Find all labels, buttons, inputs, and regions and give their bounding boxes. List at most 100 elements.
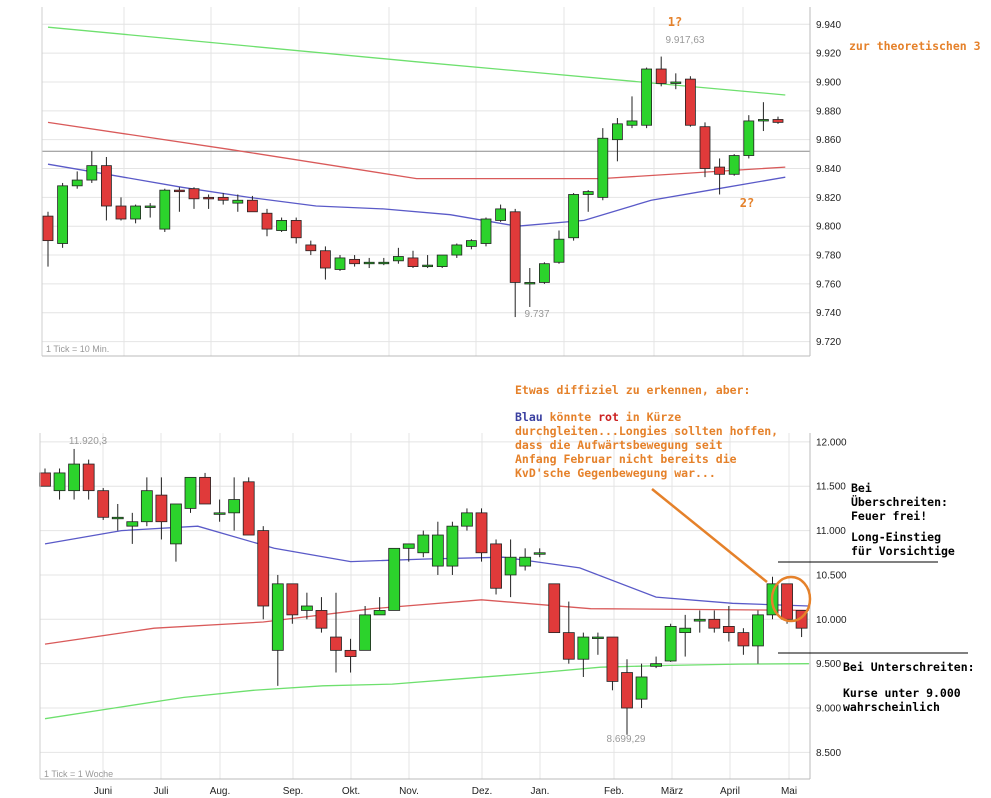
candle-body <box>173 189 185 193</box>
y-tick-label: 9.800 <box>816 222 841 233</box>
candle-body <box>436 254 448 267</box>
candle-body <box>257 530 270 607</box>
candle-body <box>597 137 609 198</box>
candle-body <box>144 205 156 208</box>
weekly-low-label: 8.699,29 <box>607 734 646 745</box>
intraday-high-label: 9.917,63 <box>666 35 705 46</box>
weekly-plot-background <box>40 433 810 779</box>
candle-body <box>461 512 473 527</box>
candle-body <box>533 552 546 555</box>
candle-body <box>373 610 386 616</box>
candle-body <box>766 583 779 616</box>
lower-sub-line-1: Kurse unter 9.000 <box>843 686 961 700</box>
y-tick-label: 9.740 <box>816 308 841 319</box>
annotation-line-3: dass die Aufwärtsbewegung seit <box>515 438 723 452</box>
weekly-candles <box>39 448 808 735</box>
candle-body <box>261 212 273 230</box>
candle-body <box>664 626 677 662</box>
candle-body <box>101 165 112 207</box>
y-tick-label: 9.720 <box>816 337 841 348</box>
candle-body <box>504 556 517 576</box>
annotation-lower-title: Bei Unterschreiten: <box>843 660 975 674</box>
annotation-upper-title: Bei Überschreiten: Feuer frei! <box>851 481 948 523</box>
candle-body <box>582 191 594 195</box>
intraday-gridlines <box>42 7 810 356</box>
y-tick-label: 11.500 <box>816 482 846 493</box>
lower-sub-line-2: wahrscheinlich <box>843 700 940 714</box>
candle-body <box>679 627 692 634</box>
candle-body <box>300 605 313 611</box>
x-tick-label: Dez. <box>472 786 493 797</box>
candle-body <box>276 220 288 231</box>
candle-body <box>286 583 299 616</box>
candle-body <box>170 503 182 545</box>
candle-body <box>378 261 390 265</box>
x-tick-label: März <box>661 786 683 797</box>
candle-body <box>562 632 575 660</box>
candle-body <box>577 636 590 660</box>
candle-body <box>539 263 550 283</box>
y-tick-label: 12.000 <box>816 437 847 448</box>
candle-body <box>188 188 200 200</box>
candle-body <box>568 194 579 239</box>
y-tick-label: 9.860 <box>816 135 841 146</box>
candle-body <box>743 120 755 156</box>
word-koennte: könnte <box>542 410 599 424</box>
candle-body <box>271 583 284 651</box>
candle-body <box>71 179 83 187</box>
candle-body <box>392 256 404 262</box>
candle-body <box>548 583 561 634</box>
candle-body <box>490 543 502 589</box>
annotation-line-2: durchgleiten...Longies sollten hoffen, <box>515 424 779 438</box>
candle-body <box>621 672 633 709</box>
y-tick-label: 11.000 <box>816 526 846 537</box>
y-tick-label: 9.900 <box>816 77 841 88</box>
x-tick-label: April <box>720 786 740 797</box>
x-tick-label: Sep. <box>283 786 304 797</box>
annotation-line-5: KvD'sche Gegenbewegung war... <box>515 466 716 480</box>
candle-body <box>213 512 226 515</box>
intraday-chart: 9.940 9.920 9.900 9.880 9.860 9.840 9.820 9.800… <box>41 7 981 357</box>
word-blau: Blau <box>515 410 543 424</box>
candle-body <box>635 676 648 700</box>
annotation-blue-red-note: Blau könnte rot in Kürze durchgleiten...… <box>515 410 778 480</box>
y-tick-label: 9.940 <box>816 20 841 31</box>
upper-title-line-1: Bei <box>851 481 872 495</box>
candle-body <box>246 199 258 213</box>
candle-body <box>344 649 357 657</box>
candle-body <box>82 463 95 492</box>
y-tick-label: 9.500 <box>816 659 841 670</box>
candle-body <box>606 636 619 682</box>
candle-body <box>699 126 711 169</box>
candle-body <box>388 547 401 611</box>
candle-body <box>290 220 302 239</box>
candle-body <box>431 534 444 567</box>
upper-sub-line-2: für Vorsichtige <box>851 544 955 558</box>
candle-body <box>42 215 54 242</box>
upper-title-line-2: Überschreiten: <box>851 495 948 509</box>
candle-body <box>53 472 66 492</box>
weekly-axis: 12.000 11.500 11.000 10.500 10.000 9.500 9.000… <box>39 433 847 797</box>
candle-body <box>319 250 331 269</box>
word-in-kuerze: in Kürze <box>618 410 682 424</box>
candle-body <box>217 196 229 201</box>
intraday-candles <box>42 56 784 318</box>
candle-body <box>772 119 784 123</box>
candle-body <box>465 240 477 247</box>
intraday-axis: 9.940 9.920 9.900 9.880 9.860 9.840 9.820 9.800… <box>41 7 841 357</box>
x-tick-label: Aug. <box>210 786 231 797</box>
x-tick-label: Nov. <box>399 786 419 797</box>
candle-body <box>781 583 793 620</box>
candle-body <box>758 119 769 122</box>
candle-body <box>68 463 80 492</box>
intraday-low-label: 9.737 <box>524 309 549 320</box>
candle-body <box>524 282 536 285</box>
x-tick-label: Juni <box>94 786 112 797</box>
moving-average-red <box>44 599 809 645</box>
moving-average-blue <box>47 163 786 227</box>
y-tick-label: 9.920 <box>816 49 841 60</box>
candle-body <box>480 218 492 244</box>
candle-body <box>402 543 415 549</box>
candle-body <box>708 618 721 629</box>
candle-body <box>655 68 667 84</box>
